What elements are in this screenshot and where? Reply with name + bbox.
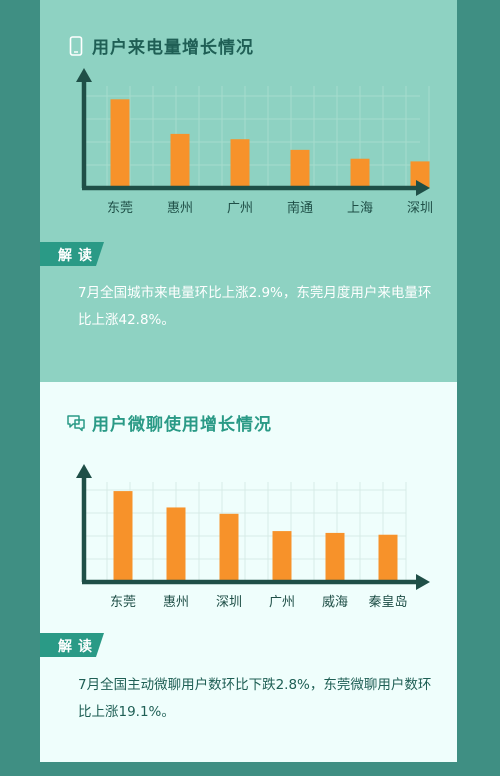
x-tick-label: 惠州 <box>167 201 193 216</box>
bar-东莞 <box>111 99 130 188</box>
x-tick-label: 东莞 <box>107 201 133 216</box>
interpretation-badge: 解读 <box>40 242 110 266</box>
x-tick-label: 秦皇岛 <box>368 594 407 610</box>
badge-label: 解读 <box>58 245 98 265</box>
section-wechat-usage: 用户微聊使用增长情况 东莞 惠州 深圳 广州 威海 秦皇岛 解读 7月全国主动微聊用户数环… <box>40 382 457 762</box>
badge-label: 解读 <box>58 636 98 656</box>
bar-秦皇岛 <box>379 535 398 582</box>
bar-威海 <box>326 533 345 582</box>
x-tick-label: 广州 <box>227 201 253 216</box>
x-tick-label: 南通 <box>287 200 313 216</box>
x-tick-label: 深圳 <box>216 595 242 610</box>
interpretation-text: 7月全国城市来电量环比上涨2.9%，东莞月度用户来电量环比上涨42.8%。 <box>78 280 438 334</box>
x-tick-label: 上海 <box>347 201 373 216</box>
section-user-calls: 用户来电量增长情况 东莞 惠州 广州 南通 上海 深圳 解读 7月全国城市来电量环比上涨2… <box>40 0 457 382</box>
x-tick-label: 东莞 <box>110 595 136 610</box>
interpretation-text: 7月全国主动微聊用户数环比下跌2.8%，东莞微聊用户数环比上涨19.1%。 <box>78 672 438 726</box>
bar-上海 <box>351 159 370 188</box>
interpretation-badge: 解读 <box>40 633 110 657</box>
y-axis-arrow <box>76 68 92 82</box>
x-tick-label: 惠州 <box>163 595 189 610</box>
bar-南通 <box>291 150 310 188</box>
bottom-frame <box>40 762 457 776</box>
calls-bar-chart: 东莞 惠州 广州 南通 上海 深圳 <box>40 0 457 230</box>
chart-grid <box>84 86 429 188</box>
x-axis-arrow <box>416 574 430 590</box>
bar-广州 <box>273 531 292 582</box>
y-axis-arrow <box>76 464 92 478</box>
x-tick-label: 广州 <box>269 595 295 610</box>
bar-惠州 <box>167 507 186 582</box>
bar-惠州 <box>171 134 190 188</box>
x-tick-label: 深圳 <box>407 201 433 216</box>
wechat-bar-chart: 东莞 惠州 深圳 广州 威海 秦皇岛 <box>40 382 457 622</box>
bar-广州 <box>231 139 250 188</box>
x-tick-label: 威海 <box>322 595 348 610</box>
bar-深圳 <box>220 514 239 582</box>
bar-东莞 <box>114 491 133 582</box>
